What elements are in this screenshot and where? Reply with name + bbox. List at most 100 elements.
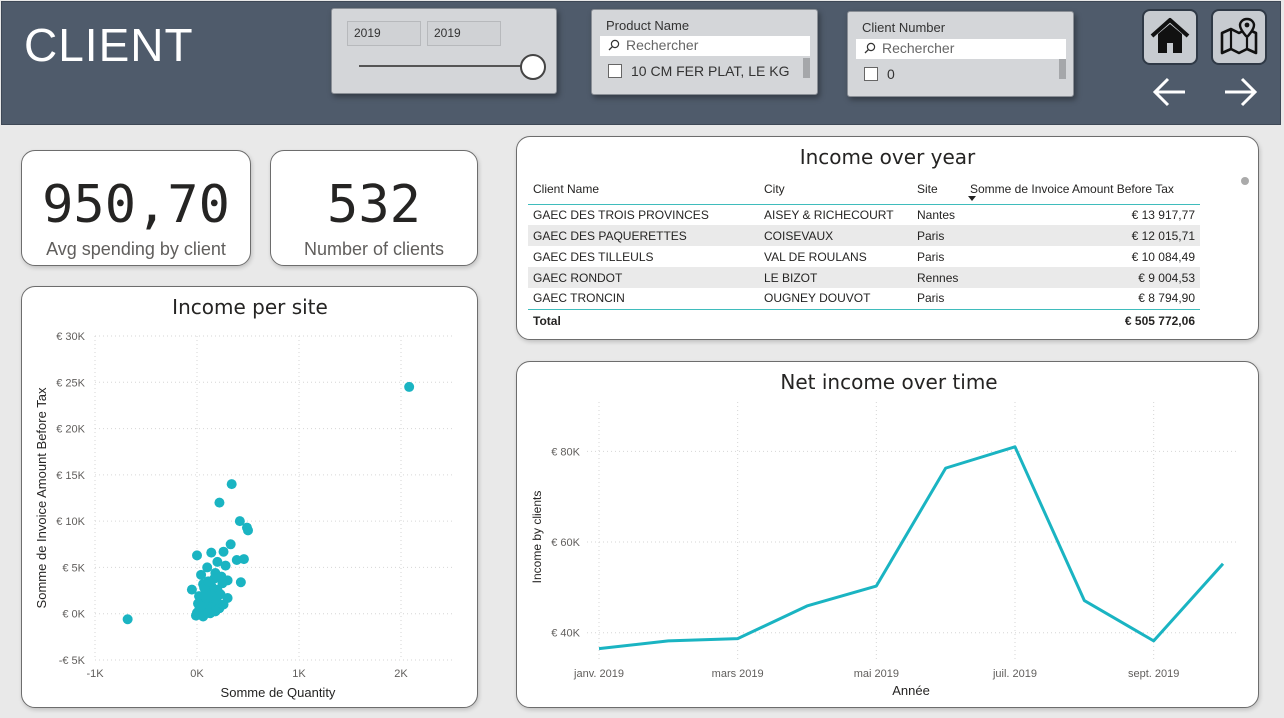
scatter-point[interactable] xyxy=(196,569,207,580)
scatter-x-tick-label: 1K xyxy=(292,668,306,680)
map-button[interactable] xyxy=(1211,9,1267,65)
scatter-x-axis-label: Somme de Quantity xyxy=(221,685,336,700)
scatter-x-tick-label: -1K xyxy=(86,668,104,680)
scatter-point[interactable] xyxy=(216,571,227,582)
scatter-point[interactable] xyxy=(226,479,237,490)
home-icon xyxy=(1150,18,1190,53)
scatter-point[interactable] xyxy=(218,546,229,557)
line-x-tick-label: mars 2019 xyxy=(712,668,764,680)
income-per-site-scatter: Income per site -€ 5K € 0K € 5K € 10K € 15K € … xyxy=(34,295,452,700)
scatter-point[interactable] xyxy=(241,522,252,533)
cell-site: Paris xyxy=(917,249,945,264)
home-button[interactable] xyxy=(1142,9,1198,65)
scatter-y-tick-label: € 0K xyxy=(62,609,85,621)
client-item-label: 0 xyxy=(887,66,895,82)
cell-city: VAL DE ROULANS xyxy=(764,249,867,264)
scatter-point[interactable] xyxy=(231,555,242,566)
year-end-input[interactable]: 2019 xyxy=(427,21,501,46)
line-x-tick-label: mai 2019 xyxy=(854,668,899,680)
col-city[interactable]: City xyxy=(764,182,785,197)
table-scrollbar[interactable] xyxy=(1241,177,1249,185)
income-per-site-card: Income per site -€ 5K € 0K € 5K € 10K € 15K € … xyxy=(21,286,478,708)
map-icon xyxy=(1220,17,1258,55)
client-slicer-title: Client Number xyxy=(862,20,946,35)
cell-site: Paris xyxy=(917,228,945,243)
scatter-point[interactable] xyxy=(211,594,222,605)
kpi-avg-spending-value: 950,70 xyxy=(42,175,230,235)
line-series[interactable] xyxy=(598,445,1225,651)
scatter-y-tick-label: € 10K xyxy=(56,516,85,528)
table-row[interactable]: GAEC DES TROIS PROVINCES AISEY & RICHECOU… xyxy=(528,204,1200,225)
sort-desc-icon xyxy=(968,195,976,201)
page-title: CLIENT xyxy=(24,19,194,71)
line-y-tick-label: € 60K xyxy=(551,537,580,549)
year-slider-handle[interactable] xyxy=(520,54,546,80)
year-slicer[interactable]: 2019 2019 xyxy=(331,8,557,94)
cell-invoice-amount: € 10 084,49 xyxy=(1131,249,1195,264)
search-icon xyxy=(608,39,620,51)
kpi-client-count-label: Number of clients xyxy=(303,239,445,259)
line-y-axis-label: Income by clients xyxy=(530,491,544,584)
scatter-point[interactable] xyxy=(235,577,246,588)
product-search-input[interactable]: Rechercher xyxy=(600,36,810,56)
scatter-point[interactable] xyxy=(212,556,223,567)
scatter-point[interactable] xyxy=(220,560,231,571)
client-list-item[interactable]: 0 xyxy=(864,66,895,82)
arrow-left-icon[interactable] xyxy=(1152,76,1188,108)
client-search-input[interactable]: Rechercher xyxy=(856,39,1066,59)
scatter-point[interactable] xyxy=(214,497,225,508)
product-name-slicer[interactable]: Product Name Rechercher 10 CM FER PLAT, … xyxy=(591,9,818,95)
income-table: Client Name City Site Somme de Invoice A… xyxy=(528,175,1200,333)
income-over-year-card: Income over year Client Name City Site S… xyxy=(516,136,1259,340)
product-item-checkbox[interactable] xyxy=(608,64,622,78)
client-scrollbar[interactable] xyxy=(1059,59,1066,79)
kpi-client-count-card: 532 Number of clients xyxy=(270,150,478,266)
arrow-right-icon[interactable] xyxy=(1222,76,1258,108)
client-item-checkbox[interactable] xyxy=(864,67,878,81)
col-site[interactable]: Site xyxy=(917,182,938,197)
table-row[interactable]: GAEC DES TILLEULS VAL DE ROULANS Paris € 10… xyxy=(528,246,1200,267)
col-invoice-amount[interactable]: Somme de Invoice Amount Before Tax xyxy=(965,175,1200,204)
cell-city: AISEY & RICHECOURT xyxy=(764,207,894,222)
scatter-point[interactable] xyxy=(206,547,217,558)
table-total-row: Total € 505 772,06 xyxy=(528,308,1200,333)
kpi-avg-spending-card: 950,70 Avg spending by client xyxy=(21,150,251,266)
cell-site: Nantes xyxy=(917,207,956,222)
cell-client-name: GAEC RONDOT xyxy=(533,270,623,285)
scatter-y-tick-label: € 30K xyxy=(56,331,85,343)
scatter-y-tick-label: € 5K xyxy=(62,562,85,574)
table-row[interactable]: GAEC RONDOT LE BIZOT Rennes € 9 004,53 xyxy=(528,267,1200,288)
scatter-point[interactable] xyxy=(196,601,207,612)
scatter-point[interactable] xyxy=(222,592,233,603)
cell-city: OUGNEY DOUVOT xyxy=(764,291,871,306)
scatter-point[interactable] xyxy=(404,381,415,392)
scatter-point[interactable] xyxy=(122,614,133,625)
scatter-point[interactable] xyxy=(202,562,213,573)
scatter-y-tick-label: € 25K xyxy=(56,377,85,389)
scatter-y-tick-label: -€ 5K xyxy=(59,655,86,667)
scatter-point[interactable] xyxy=(203,576,214,587)
cell-client-name: GAEC DES TROIS PROVINCES xyxy=(533,207,709,222)
scatter-point[interactable] xyxy=(199,590,210,601)
scatter-point[interactable] xyxy=(186,584,197,595)
year-slider-track[interactable] xyxy=(359,65,531,67)
client-number-slicer[interactable]: Client Number Rechercher 0 xyxy=(847,11,1074,97)
product-list-item[interactable]: 10 CM FER PLAT, LE KG xyxy=(608,63,789,79)
table-row[interactable]: GAEC DES PAQUERETTES COISEVAUX Paris € 12 0… xyxy=(528,225,1200,246)
net-income-card: Net income over time € 40K € 60K € 80K janv.… xyxy=(516,361,1259,708)
scatter-point[interactable] xyxy=(192,550,202,561)
cell-site: Paris xyxy=(917,291,945,306)
table-row[interactable]: GAEC TRONCIN OUGNEY DOUVOT Paris € 8 794,90 xyxy=(528,288,1200,309)
scatter-point[interactable] xyxy=(203,607,214,618)
cell-client-name: GAEC DES PAQUERETTES xyxy=(533,228,687,243)
scatter-y-tick-label: € 15K xyxy=(56,470,85,482)
scatter-point[interactable] xyxy=(234,516,245,527)
scatter-title: Income per site xyxy=(172,295,328,319)
scatter-point[interactable] xyxy=(225,539,236,550)
scatter-x-tick-label: 0K xyxy=(190,668,204,680)
cell-invoice-amount: € 8 794,90 xyxy=(1138,291,1195,306)
year-start-input[interactable]: 2019 xyxy=(347,21,421,46)
scatter-y-axis-label: Somme de Invoice Amount Before Tax xyxy=(34,387,49,608)
col-client-name[interactable]: Client Name xyxy=(533,182,600,197)
product-scrollbar[interactable] xyxy=(803,58,810,78)
